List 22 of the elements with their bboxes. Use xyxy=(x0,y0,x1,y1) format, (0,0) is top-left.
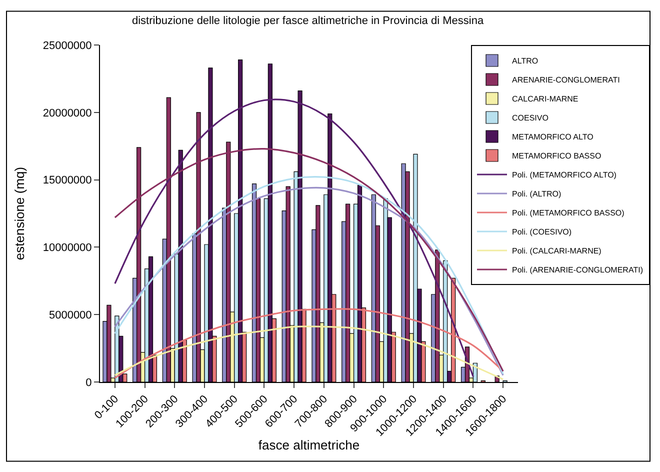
y-tick-label: 0 xyxy=(86,376,92,389)
legend-label: Poli. (ARENARIE-CONGLOMERATI) xyxy=(512,266,644,275)
legend-label: COESIVO xyxy=(512,114,548,123)
legend-label: METAMORFICO ALTO xyxy=(512,132,594,142)
y-tick-label: 5000000 xyxy=(48,309,92,322)
line-series xyxy=(114,98,474,378)
y-tick-label: 15000000 xyxy=(42,174,92,187)
legend-label: ARENARIE-CONGLOMERATI xyxy=(512,76,620,85)
legend-label: ALTRO xyxy=(512,56,538,66)
x-axis-title: fasce altimetriche xyxy=(258,438,360,453)
legend-label: Poli. (CALCARI-MARNE) xyxy=(512,246,602,256)
y-tick-label: 10000000 xyxy=(42,242,92,254)
legend-label: Poli. (COESIVO) xyxy=(512,228,572,237)
y-tick-label: 25000000 xyxy=(42,40,92,52)
legend-label: CALCARI-MARNE xyxy=(512,94,578,104)
legend-label: METAMORFICO BASSO xyxy=(512,152,602,161)
legend-label: Poli. (METAMORFICO BASSO) xyxy=(512,208,625,218)
y-tick-label: 20000000 xyxy=(42,107,92,120)
chart-title: distribuzione delle litologie per fasce altimetriche in Provincia di Messina xyxy=(132,15,484,28)
legend-label: Poli. (METAMORFICO ALTO) xyxy=(512,170,617,180)
y-axis-title: estensione (mq) xyxy=(12,166,27,260)
legend-label: Poli. (ALTRO) xyxy=(512,190,562,199)
